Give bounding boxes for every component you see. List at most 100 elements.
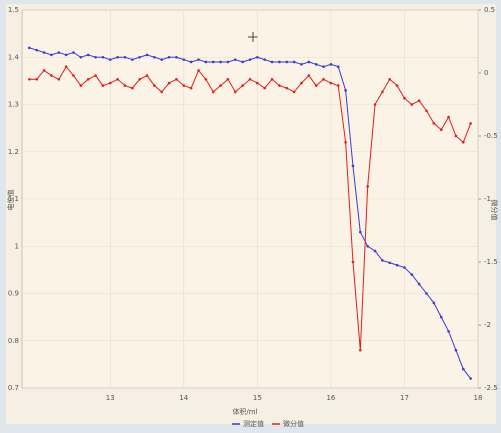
y2-tick-label: 0.5 bbox=[484, 6, 495, 14]
data-point bbox=[153, 55, 156, 59]
data-point bbox=[270, 60, 274, 64]
data-point bbox=[197, 69, 200, 72]
data-point bbox=[123, 55, 127, 59]
data-point bbox=[344, 89, 347, 92]
data-point bbox=[108, 81, 112, 85]
data-point bbox=[248, 58, 252, 61]
data-point bbox=[138, 78, 141, 81]
data-point bbox=[336, 65, 340, 68]
data-point bbox=[86, 78, 90, 81]
data-point bbox=[131, 58, 134, 61]
data-point bbox=[263, 86, 267, 90]
data-point bbox=[35, 48, 39, 52]
data-point bbox=[469, 377, 472, 380]
data-point bbox=[351, 164, 355, 168]
data-point bbox=[447, 115, 450, 119]
data-point bbox=[278, 60, 281, 64]
data-point bbox=[219, 60, 222, 64]
data-point bbox=[50, 53, 53, 57]
data-point bbox=[256, 81, 259, 85]
data-point bbox=[197, 58, 200, 61]
y-tick-label: 0.9 bbox=[8, 290, 19, 298]
legend-label: 微分值 bbox=[283, 419, 304, 428]
y-tick-label: 0.8 bbox=[8, 337, 19, 345]
data-point bbox=[160, 90, 164, 94]
data-point bbox=[381, 90, 384, 94]
data-point bbox=[131, 86, 134, 90]
data-point bbox=[57, 78, 61, 81]
x-axis-label: 体积/ml bbox=[232, 407, 257, 416]
data-point bbox=[211, 60, 215, 64]
y-axis-label: 电位值 bbox=[6, 190, 15, 211]
data-point bbox=[292, 90, 296, 94]
data-point bbox=[336, 84, 340, 87]
data-point bbox=[233, 90, 237, 94]
data-point bbox=[329, 63, 333, 66]
data-point bbox=[256, 55, 259, 59]
data-point bbox=[395, 263, 399, 267]
data-point bbox=[322, 65, 325, 68]
data-point bbox=[329, 81, 333, 85]
data-point bbox=[307, 74, 311, 77]
data-point bbox=[145, 74, 149, 77]
x-tick-label: 13 bbox=[106, 394, 115, 402]
data-point bbox=[270, 78, 274, 81]
data-point bbox=[160, 58, 164, 61]
data-point bbox=[314, 84, 318, 87]
data-point bbox=[72, 74, 75, 77]
data-point bbox=[263, 58, 267, 61]
data-point bbox=[403, 266, 406, 269]
data-point bbox=[123, 84, 127, 87]
data-point bbox=[167, 81, 171, 85]
data-point bbox=[300, 81, 303, 85]
data-point bbox=[314, 63, 318, 66]
data-point bbox=[233, 58, 237, 61]
data-point bbox=[285, 86, 289, 90]
data-point bbox=[322, 78, 325, 81]
data-point bbox=[42, 51, 46, 54]
data-point bbox=[454, 134, 458, 138]
data-point bbox=[204, 78, 208, 81]
data-point bbox=[175, 55, 178, 59]
data-point bbox=[116, 55, 119, 59]
data-point bbox=[292, 60, 296, 64]
crosshair bbox=[248, 32, 258, 42]
data-point bbox=[86, 53, 90, 57]
y2-tick-label: 0 bbox=[484, 69, 488, 77]
legend-label: 测定值 bbox=[243, 419, 264, 428]
data-point bbox=[351, 260, 355, 264]
y2-tick-label: -2.5 bbox=[484, 384, 498, 392]
data-point bbox=[241, 60, 244, 64]
y2-tick-label: -1.5 bbox=[484, 258, 498, 266]
data-point bbox=[116, 78, 119, 81]
x-tick-label: 15 bbox=[253, 394, 262, 402]
data-point bbox=[226, 60, 230, 64]
y-tick-label: 1.4 bbox=[8, 53, 20, 61]
data-point bbox=[461, 367, 465, 371]
data-point bbox=[79, 84, 83, 87]
data-point bbox=[359, 230, 362, 234]
data-point bbox=[388, 78, 392, 81]
data-point bbox=[64, 53, 68, 57]
data-point bbox=[366, 185, 369, 188]
y-tick-label: 1.1 bbox=[8, 195, 19, 203]
data-point bbox=[108, 58, 112, 61]
data-point bbox=[447, 330, 450, 333]
data-point bbox=[248, 78, 252, 81]
data-point bbox=[145, 53, 149, 57]
x-tick-label: 18 bbox=[474, 394, 483, 402]
data-point bbox=[219, 84, 222, 87]
data-point bbox=[72, 51, 75, 54]
data-point bbox=[94, 55, 97, 59]
data-point bbox=[204, 60, 208, 64]
data-point bbox=[359, 348, 362, 352]
data-point bbox=[381, 259, 384, 262]
data-point bbox=[425, 292, 428, 295]
data-point bbox=[50, 74, 53, 77]
data-point bbox=[388, 261, 392, 265]
data-point bbox=[300, 63, 303, 66]
data-point bbox=[395, 84, 399, 87]
y-tick-label: 1.2 bbox=[8, 148, 19, 156]
data-point bbox=[57, 51, 61, 54]
